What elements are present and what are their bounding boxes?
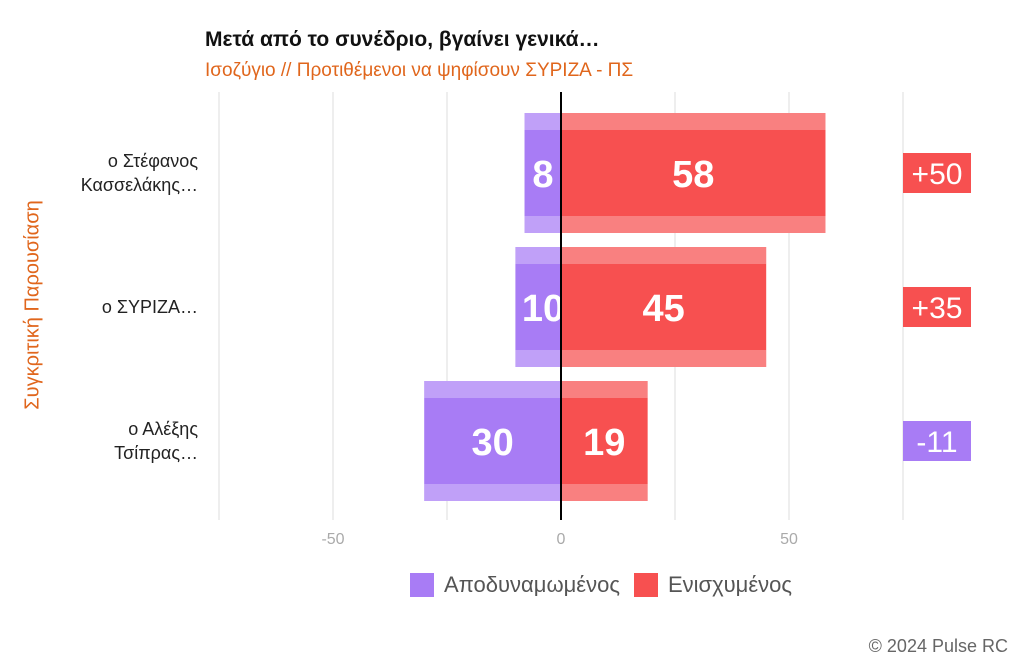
x-tick-label: 0 (557, 531, 566, 548)
data-label-strengthened: 19 (583, 422, 625, 464)
data-label-strengthened: 45 (642, 288, 684, 330)
data-label-weakened: 10 (522, 288, 564, 330)
balance-badge (903, 287, 971, 327)
category-label: ο Αλέξης (128, 419, 198, 439)
bar-weakened-highlight (515, 247, 561, 264)
legend-item-strengthened: Ενισχυμένος (633, 572, 792, 598)
category-label: ο ΣΥΡΙΖΑ… (102, 297, 198, 317)
category-label: Τσίπρας… (114, 443, 198, 463)
x-tick-label: -50 (321, 531, 344, 548)
bar-strengthened-highlight (561, 113, 826, 130)
balance-badge (903, 421, 971, 461)
bar-strengthened (561, 247, 767, 367)
bar-strengthened (561, 113, 826, 233)
bar-weakened (424, 381, 561, 501)
legend-label-strengthened: Ενισχυμένος (667, 572, 792, 597)
bar-weakened-highlight (515, 350, 561, 367)
legend: Αποδυναμωμένος Ενισχυμένος (410, 572, 806, 598)
x-tick-label: 50 (780, 531, 798, 548)
category-label: ο Στέφανος (108, 151, 199, 171)
bar-weakened-highlight (424, 381, 561, 398)
bar-weakened-highlight (524, 113, 561, 130)
legend-item-weakened: Αποδυναμωμένος (410, 572, 620, 598)
bar-strengthened-highlight (561, 350, 767, 367)
bar-strengthened-highlight (561, 381, 648, 398)
chart-subtitle: Ισοζύγιο // Προτιθέμενοι να ψηφίσουν ΣΥΡ… (205, 60, 634, 81)
data-label-weakened: 8 (532, 154, 553, 196)
balance-badge (903, 153, 971, 193)
balance-label: +50 (912, 158, 963, 191)
bar-strengthened (561, 381, 648, 501)
data-label-strengthened: 58 (672, 154, 714, 196)
legend-swatch-weakened (410, 573, 434, 597)
legend-label-weakened: Αποδυναμωμένος (444, 572, 620, 597)
bar-weakened (524, 113, 561, 233)
y-axis-label: Συγκριτική Παρουσίαση (21, 200, 44, 410)
data-label-weakened: 30 (471, 422, 513, 464)
bar-weakened-highlight (524, 216, 561, 233)
balance-label: -11 (916, 426, 957, 459)
bar-weakened-highlight (424, 484, 561, 501)
bar-strengthened-highlight (561, 247, 767, 264)
copyright-credit: © 2024 Pulse RC (868, 636, 1008, 656)
chart-title: Μετά από το συνέδριο, βγαίνει γενικά… (205, 28, 600, 51)
category-label: Κασσελάκης… (81, 175, 198, 195)
bar-strengthened-highlight (561, 216, 826, 233)
balance-label: +35 (912, 292, 963, 325)
legend-swatch-strengthened (633, 573, 658, 597)
bar-weakened (515, 247, 561, 367)
bar-strengthened-highlight (561, 484, 648, 501)
